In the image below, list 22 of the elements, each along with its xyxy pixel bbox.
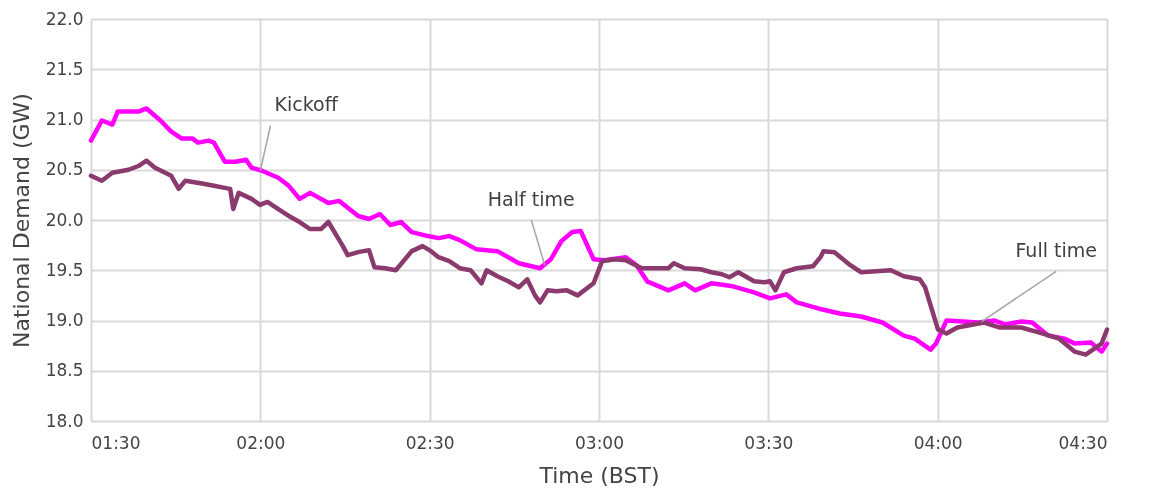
x-tick-label: 02:30 — [405, 432, 455, 453]
x-tick-label: 04:30 — [1058, 432, 1108, 453]
y-tick-label: 21.5 — [45, 58, 84, 79]
y-tick-label: 20.5 — [45, 159, 84, 180]
x-tick-label: 01:30 — [91, 432, 141, 453]
x-tick-label: 04:00 — [913, 432, 963, 453]
x-axis-title: Time (BST) — [538, 462, 660, 488]
line-series — [88, 158, 1110, 357]
annotation: Half time — [487, 187, 575, 210]
y-tick-label: 18.0 — [45, 410, 84, 431]
y-tick-label: 20.0 — [45, 209, 84, 230]
x-tick-label: 03:30 — [744, 432, 794, 453]
y-tick-label: 22.0 — [45, 8, 84, 29]
y-tick-label: 19.5 — [45, 259, 84, 280]
y-tick-label: 19.0 — [45, 310, 84, 330]
x-tick-label: 03:00 — [575, 432, 624, 453]
annotation: Full time — [1015, 239, 1097, 262]
y-tick-label: 18.5 — [45, 360, 84, 381]
x-tick-label: 02:00 — [236, 432, 286, 453]
y-tick-label: 21.0 — [45, 109, 84, 129]
y-axis-title: National Demand (GW) — [8, 93, 34, 348]
annotation: Kickoff — [274, 93, 339, 116]
